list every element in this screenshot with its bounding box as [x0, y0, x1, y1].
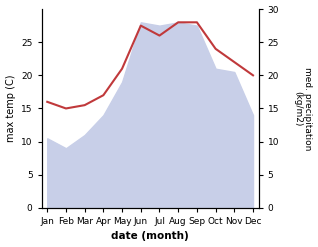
Y-axis label: max temp (C): max temp (C) — [5, 75, 16, 142]
X-axis label: date (month): date (month) — [111, 231, 189, 242]
Y-axis label: med. precipitation
(kg/m2): med. precipitation (kg/m2) — [293, 67, 313, 150]
